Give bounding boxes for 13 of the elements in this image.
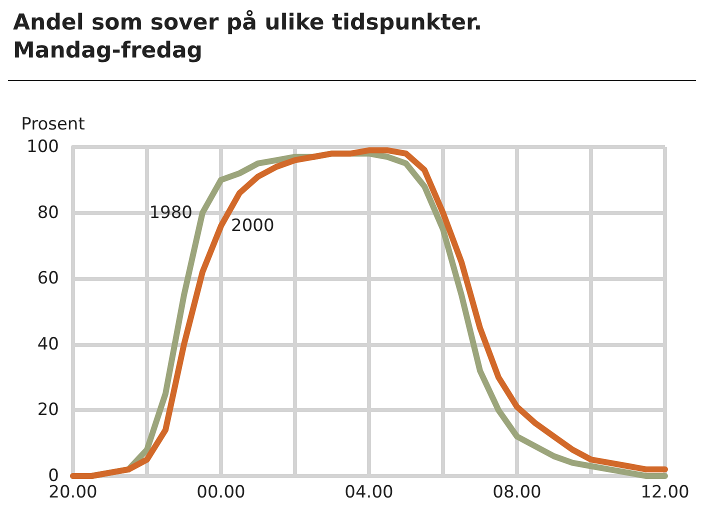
y-tick-label: 40 [37,334,59,354]
y-tick-label: 100 [26,137,59,157]
series-label: 1980 [149,202,192,223]
y-axis-title: Prosent [21,114,86,134]
series-label: 2000 [231,216,274,236]
x-tick-label: 04.00 [344,482,394,502]
x-tick-label: 08.00 [492,482,542,502]
x-tick-label: 00.00 [196,482,246,502]
y-tick-label: 80 [37,202,59,223]
x-tick-label: 12.00 [640,482,690,502]
y-tick-label: 20 [37,400,59,420]
y-tick-label: 60 [37,268,59,289]
chart-title: Andel som sover på ulike tidspunkter. Mandag-fredag [13,10,482,64]
